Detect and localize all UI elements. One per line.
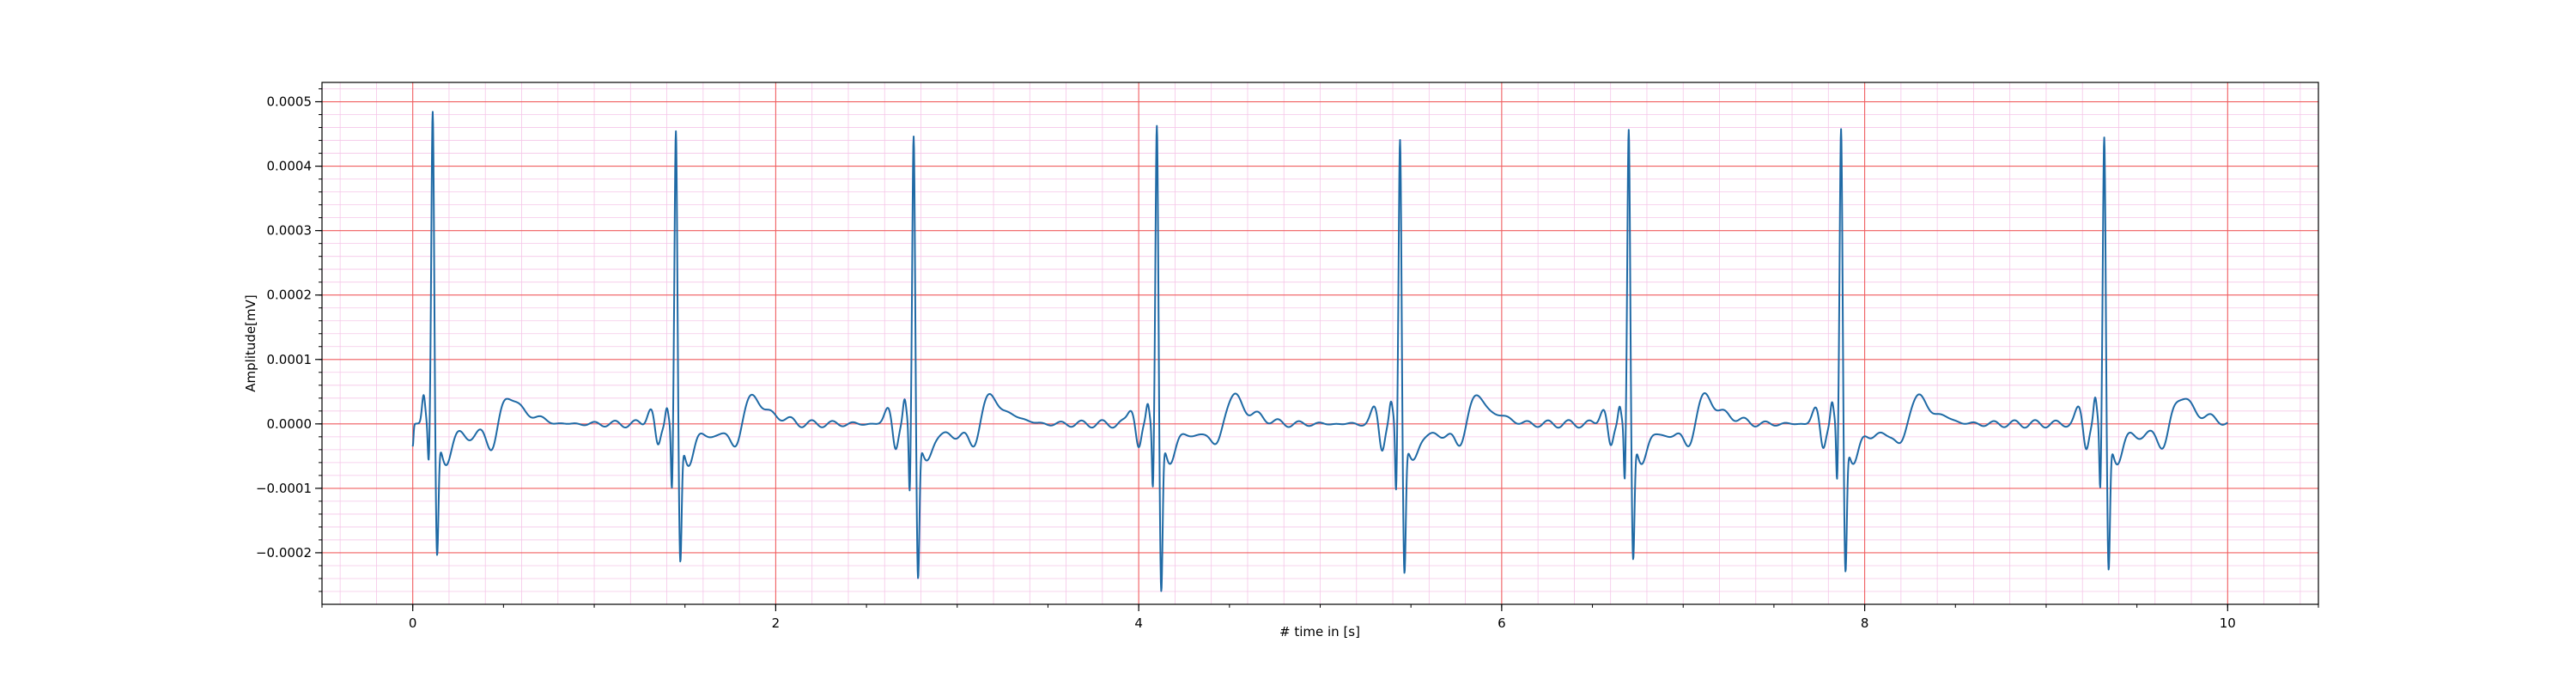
series-layer bbox=[411, 111, 2228, 592]
x-axis-ticks: 0 2 4 6 8 10 bbox=[321, 604, 2319, 631]
y-tick-label: 0.0001 bbox=[267, 352, 313, 367]
x-axis-label: # time in [s] bbox=[1279, 624, 1360, 639]
y-tick-label: 0.0000 bbox=[267, 416, 313, 432]
x-tick-label: 4 bbox=[1134, 615, 1143, 631]
y-tick-label: 0.0004 bbox=[267, 159, 313, 174]
x-tick-label: 0 bbox=[409, 615, 417, 631]
x-tick-label: 2 bbox=[772, 615, 781, 631]
y-tick-label: −0.0002 bbox=[256, 545, 312, 561]
x-tick-label: 8 bbox=[1861, 615, 1869, 631]
y-axis-label: Amplitude[mV] bbox=[243, 294, 258, 391]
y-tick-label: 0.0005 bbox=[267, 94, 313, 110]
x-tick-label: 10 bbox=[2220, 615, 2236, 631]
x-tick-label: 6 bbox=[1498, 615, 1506, 631]
y-tick-label: 0.0003 bbox=[267, 223, 313, 239]
y-tick-label: −0.0001 bbox=[256, 481, 312, 496]
y-tick-label: 0.0002 bbox=[267, 288, 313, 303]
minor-grid bbox=[322, 82, 2318, 604]
y-axis-ticks: −0.0002 −0.0001 0.0000 0.0001 0.0002 0.0003 0.… bbox=[256, 88, 322, 592]
major-grid bbox=[322, 82, 2318, 604]
ecg-series-line bbox=[411, 111, 2228, 592]
